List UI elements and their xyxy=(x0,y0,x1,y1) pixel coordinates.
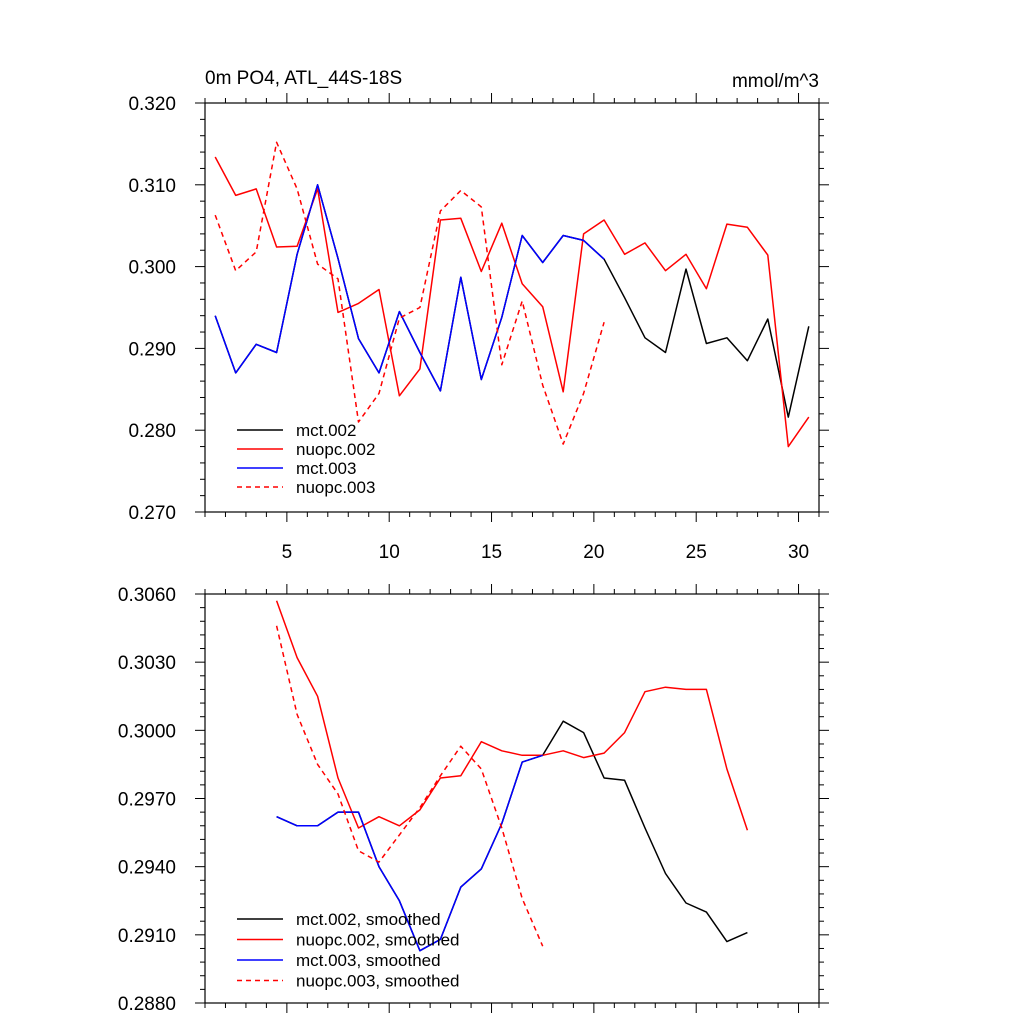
bottom-series-nuopc-003-smoothed xyxy=(275,625,544,947)
bottom-plot-frame xyxy=(204,593,820,1004)
bottom-axis-ticks: 0.2880 0.2910 0.2940 0.2970 0.3000 0.3030 0.30… xyxy=(118,584,829,1015)
top-series-nuopc-002 xyxy=(214,156,810,448)
bottom-ytick-label: 0.2910 xyxy=(118,926,176,947)
top-xtick-label: 15 xyxy=(481,542,502,563)
top-ytick-label: 0.320 xyxy=(128,94,176,115)
top-ytick-label: 0.270 xyxy=(128,503,176,524)
bottom-series-mct-003-smoothed xyxy=(276,754,543,952)
bottom-legend-label: mct.003, smoothed xyxy=(296,951,441,970)
top-series-lines xyxy=(214,141,810,448)
bottom-legend-label: nuopc.002, smoothed xyxy=(296,931,460,950)
top-ytick-label: 0.300 xyxy=(128,258,176,279)
bottom-ytick-label: 0.3030 xyxy=(118,653,176,674)
top-xtick-label: 10 xyxy=(379,542,400,563)
top-axis-ticks: 5 10 15 20 25 30 0.270 0.280 0.290 0.300 0.310 0.32… xyxy=(128,93,829,563)
bottom-ytick-label: 0.2970 xyxy=(118,790,176,811)
bottom-legend-label: mct.002, smoothed xyxy=(296,910,441,929)
top-xtick-label: 25 xyxy=(686,542,707,563)
bottom-ytick-label: 0.3000 xyxy=(118,721,176,742)
bottom-series-nuopc-002-smoothed xyxy=(275,600,749,831)
top-ytick-label: 0.280 xyxy=(128,421,176,442)
bottom-panel: 0.2880 0.2910 0.2940 0.2970 0.3000 0.3030 0.30… xyxy=(118,584,829,1015)
bottom-legend: mct.002, smoothed nuopc.002, smoothedmct.… xyxy=(237,910,460,991)
top-chart-title: 0m PO4, ATL_44S-18S xyxy=(205,68,402,89)
top-series-nuopc-003 xyxy=(214,141,605,445)
top-legend-label: nuopc.003 xyxy=(296,478,375,497)
top-ytick-label: 0.310 xyxy=(128,176,176,197)
bottom-legend-label: nuopc.003, smoothed xyxy=(296,972,460,991)
top-legend-label: mct.003 xyxy=(296,459,356,478)
top-legend-label: nuopc.002 xyxy=(296,440,375,459)
top-chart-units: mmol/m^3 xyxy=(732,71,819,92)
bottom-ytick-label: 0.2880 xyxy=(118,994,176,1015)
bottom-series-lines xyxy=(275,600,749,952)
bottom-ytick-label: 0.3060 xyxy=(118,585,176,606)
top-xtick-label: 30 xyxy=(788,542,809,563)
top-panel: 0m PO4, ATL_44S-18S mmol/m^3 5 10 15 20 25 30… xyxy=(128,68,829,563)
top-xtick-label: 5 xyxy=(282,542,293,563)
top-ytick-label: 0.290 xyxy=(128,339,176,360)
bottom-ytick-label: 0.2940 xyxy=(118,858,176,879)
top-series-mct-003 xyxy=(214,184,605,392)
top-plot-frame xyxy=(204,102,820,513)
top-series-mct-002 xyxy=(214,184,810,418)
top-xtick-label: 20 xyxy=(583,542,604,563)
top-legend-label: mct.002 xyxy=(296,421,356,440)
